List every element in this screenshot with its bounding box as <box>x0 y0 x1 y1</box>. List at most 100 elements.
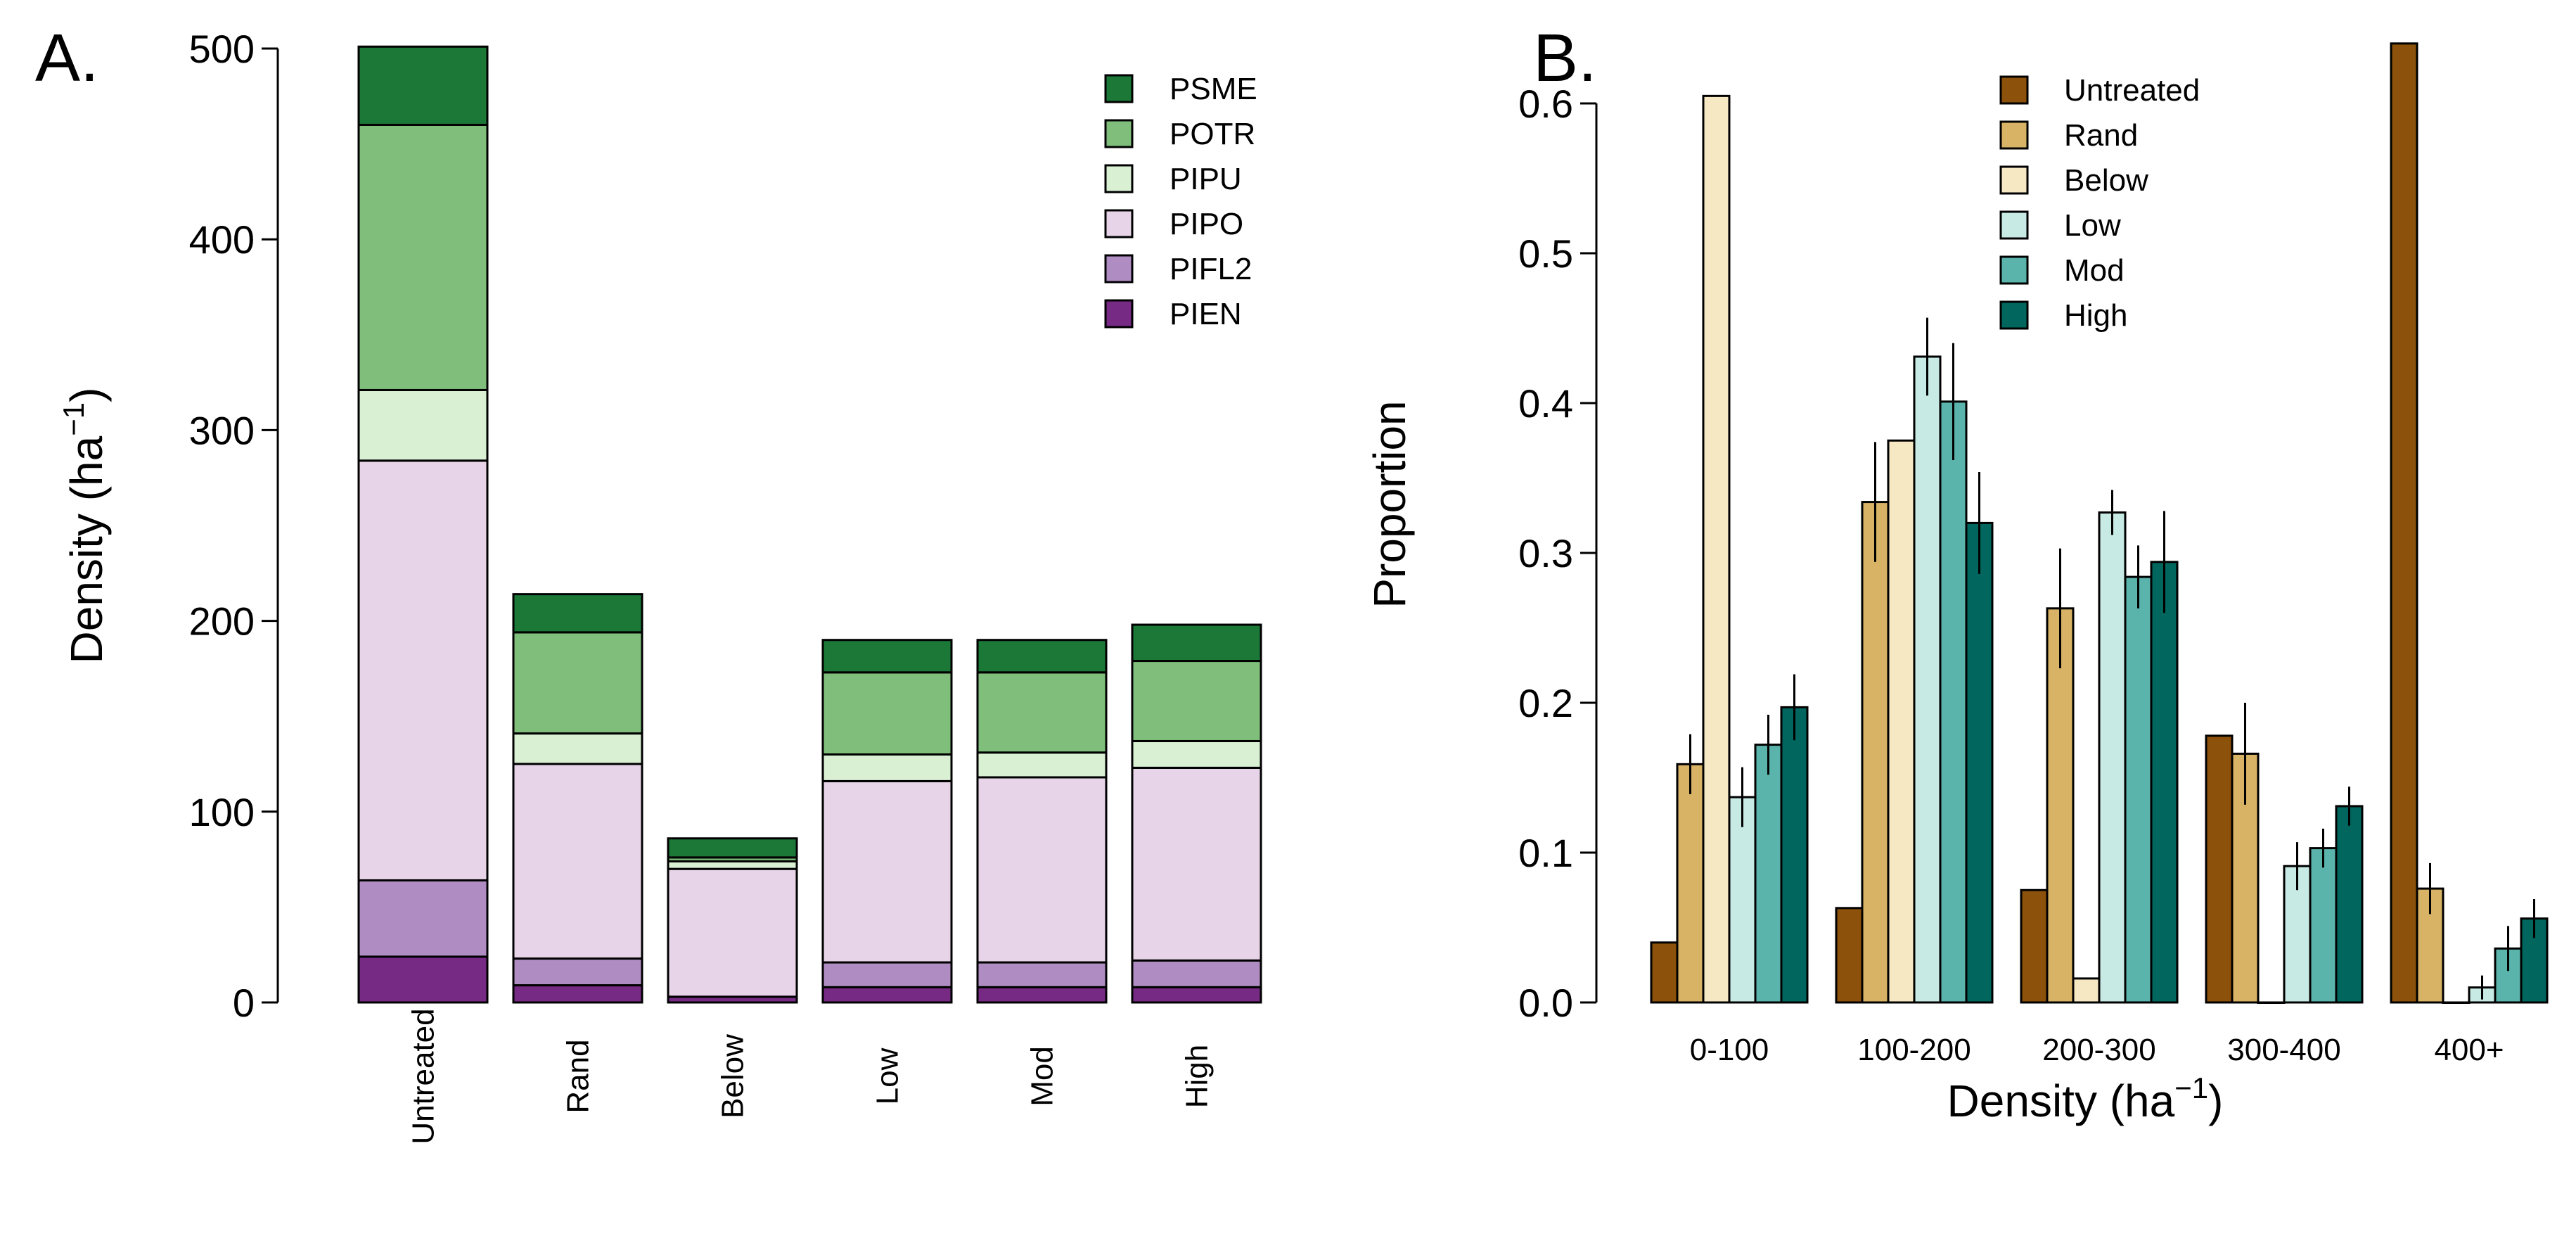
bar-segment-rand-pipo <box>512 763 643 960</box>
bar-segment-high-pipo <box>1131 766 1262 962</box>
bar-0-100-untreated <box>1650 941 1679 1004</box>
legend-swatch-high <box>1999 300 2029 330</box>
bar-segment-rand-potr <box>512 631 643 735</box>
bar-segment-below-psme <box>667 837 798 859</box>
bar-segment-untreated-potr <box>357 123 489 391</box>
bar-200-300-below <box>2072 977 2101 1004</box>
legend-label-pipu: PIPU <box>1170 162 1242 196</box>
bar-segment-mod-psme <box>976 639 1108 674</box>
panel-b-y-axis-title: Proportion <box>1364 400 1415 608</box>
bar-0-100-high <box>1780 706 1809 1004</box>
panel-a-y-tick-label: 300 <box>189 408 255 452</box>
bar-segment-high-potr <box>1131 660 1262 742</box>
bar-200-300-high <box>2150 561 2179 1004</box>
panel-b-y-tick-label: 0.5 <box>1518 231 1573 276</box>
panel-b-category-label-400: 400+ <box>2434 1033 2504 1067</box>
panel-a-y-tick-label: 0 <box>233 981 255 1025</box>
bar-segment-high-pipu <box>1131 739 1262 769</box>
bar-segment-high-pifl2 <box>1131 959 1262 988</box>
panel-a-y-axis-title: Density (ha−1) <box>57 388 112 664</box>
bar-200-300-mod <box>2124 575 2153 1004</box>
panel-a-y-tick-label: 500 <box>189 27 255 71</box>
bar-segment-untreated-psme <box>357 45 489 126</box>
legend-label-pipo: PIPO <box>1170 207 1243 241</box>
bar-segment-rand-psme <box>512 593 643 634</box>
legend-swatch-mod <box>1999 255 2029 285</box>
legend-label-pifl2: PIFL2 <box>1170 252 1252 286</box>
panel-b-category-label-0-100: 0-100 <box>1690 1033 1769 1067</box>
bar-200-300-untreated <box>2020 888 2049 1004</box>
bar-segment-low-psme <box>821 639 953 674</box>
bar-400-below <box>2442 1001 2471 1004</box>
panel-b-legend: Untreated Rand Below Low Mod High <box>1999 73 2200 333</box>
bar-segment-below-pipu <box>667 860 798 870</box>
legend-swatch-pipu <box>1104 164 1134 193</box>
panel-b-y-ticks: 0.0 0.1 0.2 0.3 0.4 0.5 0.6 <box>1518 82 1596 1025</box>
panel-b-y-tick-label: 0.0 <box>1518 981 1573 1025</box>
bar-0-100-mod <box>1754 744 1783 1004</box>
legend-label-potr: POTR <box>1170 117 1255 151</box>
bar-segment-rand-pien <box>512 984 643 1004</box>
legend-swatch-pifl2 <box>1104 254 1134 284</box>
panel-a-category-label-high: High <box>1180 1045 1215 1109</box>
legend-swatch-potr <box>1104 119 1134 148</box>
bar-300-400-mod <box>2309 847 2338 1004</box>
panel-a-stacked-bar-chart: A. 0 100 200 300 400 500 Density (ha−1) Untre… <box>35 20 1262 1145</box>
panel-b-category-label-100-200: 100-200 <box>1857 1033 1971 1067</box>
panel-a-y-tick-label: 400 <box>189 217 255 262</box>
bar-100-200-mod <box>1939 400 1968 1004</box>
bar-segment-mod-pipo <box>976 776 1108 964</box>
bar-segment-low-pipo <box>821 779 953 964</box>
panel-a-category-labels: Untreated Rand Below Low Mod High <box>406 1008 1215 1144</box>
panel-b-y-tick-label: 0.2 <box>1518 681 1573 725</box>
panel-a-category-label-mod: Mod <box>1025 1046 1060 1107</box>
bar-segment-high-psme <box>1131 623 1262 663</box>
bar-segment-low-potr <box>821 671 953 756</box>
panel-b-error-bars <box>1689 317 2535 1000</box>
bar-segment-untreated-pifl2 <box>357 879 489 958</box>
legend-swatch-low <box>1999 210 2029 240</box>
panel-b-grouped-bar-chart: B. 0.0 0.1 0.2 0.3 0.4 0.5 0.6 Proportion 0-10… <box>1364 20 2549 1126</box>
panel-b-category-label-300-400: 300-400 <box>2227 1033 2340 1067</box>
bar-segment-mod-pifl2 <box>976 961 1108 988</box>
panel-b-y-tick-label: 0.6 <box>1518 82 1573 126</box>
legend-label-pien: PIEN <box>1170 297 1242 331</box>
legend-label-psme: PSME <box>1170 72 1257 106</box>
panel-b-bars <box>1650 42 2549 1004</box>
legend-swatch-below <box>1999 165 2029 195</box>
bar-100-200-low <box>1913 355 1942 1004</box>
panel-a-y-tick-label: 100 <box>189 790 255 834</box>
panel-a-category-label-low: Low <box>871 1047 905 1104</box>
bar-100-200-high <box>1965 521 1994 1004</box>
bar-300-400-untreated <box>2205 734 2234 1004</box>
bar-segment-mod-pien <box>976 986 1108 1004</box>
panel-b-x-axis-title: Density (ha−1) <box>1947 1071 2224 1126</box>
bar-segment-mod-pipu <box>976 751 1108 779</box>
bar-segment-low-pipu <box>821 753 953 782</box>
panel-a-category-label-below: Below <box>716 1034 750 1119</box>
legend-label-mod: Mod <box>2064 253 2125 288</box>
panel-a-legend: PSME POTR PIPU PIPO PIFL2 PIEN <box>1104 72 1257 331</box>
panel-a-category-label-rand: Rand <box>561 1039 596 1113</box>
bar-segment-untreated-pipu <box>357 388 489 462</box>
panel-a-label: A. <box>35 20 99 96</box>
bar-100-200-rand <box>1861 501 1890 1004</box>
bar-segment-rand-pipu <box>512 732 643 765</box>
legend-label-low: Low <box>2064 208 2121 243</box>
legend-swatch-pipo <box>1104 209 1134 238</box>
bar-segment-below-pipo <box>667 867 798 998</box>
bar-segment-high-pien <box>1131 986 1262 1004</box>
bar-300-400-below <box>2257 1001 2286 1004</box>
bar-400-untreated <box>2390 42 2418 1004</box>
bar-segment-untreated-pien <box>357 955 489 1004</box>
panel-b-label: B. <box>1533 20 1597 96</box>
bar-0-100-rand <box>1676 763 1705 1004</box>
bar-0-100-low <box>1728 796 1757 1004</box>
bar-segment-untreated-pipo <box>357 459 489 881</box>
bar-300-400-high <box>2335 805 2364 1004</box>
panel-b-y-tick-label: 0.1 <box>1518 831 1573 875</box>
legend-swatch-rand <box>1999 120 2029 150</box>
panel-a-y-ticks: 0 100 200 300 400 500 <box>189 27 278 1025</box>
panel-b-category-label-200-300: 200-300 <box>2042 1033 2155 1067</box>
legend-swatch-psme <box>1104 74 1134 103</box>
